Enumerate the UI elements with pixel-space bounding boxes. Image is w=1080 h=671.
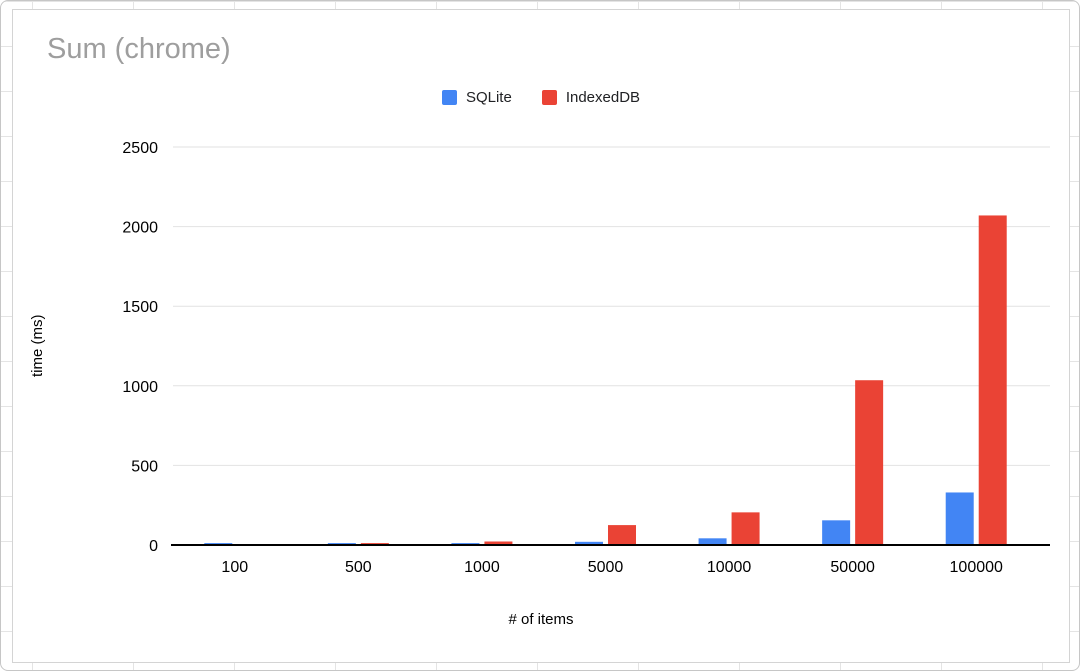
legend-swatch-icon [441, 90, 457, 105]
x-category-label: 10000 [707, 559, 752, 576]
bar-chart-plot: 0 500 1000 1500 2000 2500 100 500 1000 5000 10000 5… [122, 140, 1050, 576]
bar-sqlite-10000[interactable] [698, 538, 727, 545]
legend-label: IndexedDB [565, 89, 641, 106]
bar-indexeddb-10000[interactable] [731, 512, 760, 545]
bar-sqlite-50000[interactable] [822, 520, 851, 545]
y-axis-label: time (ms) [29, 314, 46, 378]
y-tick-label: 1500 [122, 299, 158, 316]
x-category-label: 1000 [464, 559, 500, 576]
x-category-label: 50000 [830, 559, 875, 576]
bar-sqlite-5000[interactable] [575, 541, 603, 545]
legend-label: SQLite [465, 89, 512, 106]
bar-sqlite-100000[interactable] [945, 492, 974, 545]
legend-swatch-icon [541, 90, 557, 105]
chart-title: Sum (chrome) [47, 33, 231, 65]
y-tick-label: 2000 [122, 220, 158, 237]
y-tick-label: 500 [131, 458, 158, 475]
y-tick-label: 0 [149, 538, 158, 555]
legend-item-indexeddb[interactable]: IndexedDB [541, 89, 641, 106]
legend-item-sqlite[interactable]: SQLite [441, 89, 512, 106]
bar-indexeddb-100000[interactable] [978, 215, 1007, 545]
x-axis-label: # of items [508, 611, 574, 628]
x-category-label: 5000 [588, 559, 624, 576]
chart-container[interactable]: Sum (chrome) SQLite IndexedDB 0 500 1000 150… [12, 9, 1070, 663]
y-tick-label: 2500 [122, 140, 158, 157]
chart-legend: SQLite IndexedDB [13, 89, 1069, 106]
x-category-label: 500 [345, 559, 372, 576]
bar-indexeddb-50000[interactable] [855, 380, 884, 545]
y-tick-label: 1000 [122, 379, 158, 396]
x-category-label: 100000 [950, 559, 1003, 576]
x-category-label: 100 [221, 559, 248, 576]
bar-indexeddb-5000[interactable] [608, 525, 636, 545]
bar-indexeddb-1000[interactable] [484, 541, 513, 545]
